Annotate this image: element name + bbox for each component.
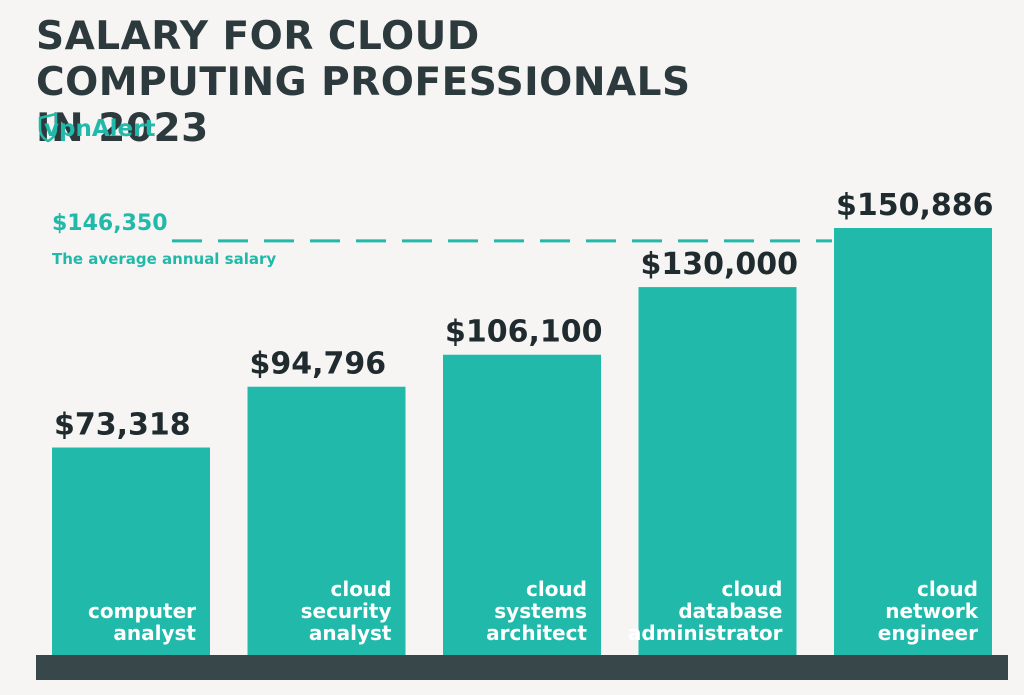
value-label: $94,796 <box>250 347 387 382</box>
bar <box>638 287 797 655</box>
value-label: $73,318 <box>54 408 191 443</box>
bar <box>834 228 992 655</box>
category-label: cloud database administrator <box>628 577 783 645</box>
baseline-bar <box>36 655 1008 680</box>
bar <box>52 447 210 655</box>
category-label: cloud systems architect <box>486 577 587 645</box>
category-label: computer analyst <box>88 599 196 645</box>
average-value-label: $146,350 <box>52 211 168 236</box>
average-label: The average annual salary <box>52 250 276 268</box>
brand: vpnAlert <box>44 116 155 142</box>
logo: vpnAlert <box>38 112 155 143</box>
value-label: $130,000 <box>641 247 799 282</box>
value-label: $150,886 <box>836 188 994 223</box>
bar <box>443 354 601 655</box>
bar <box>247 386 406 655</box>
category-label: cloud network engineer <box>878 577 979 645</box>
chart-title: SALARY FOR CLOUD COMPUTING PROFESSIONALS… <box>36 14 691 151</box>
category-label: cloud security analyst <box>301 577 392 645</box>
value-label: $106,100 <box>445 315 603 350</box>
